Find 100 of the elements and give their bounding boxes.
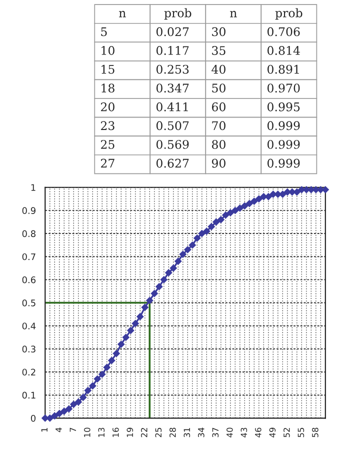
point [160, 276, 168, 284]
x-tick-label: 46 [255, 428, 262, 438]
point [74, 398, 82, 406]
point [122, 334, 130, 341]
y-tick-label: 0.3 [22, 346, 36, 352]
text: 0.814 [268, 46, 300, 55]
point [241, 202, 248, 210]
y-tick-label: 0.8 [22, 230, 36, 238]
point [80, 394, 87, 401]
point [208, 223, 215, 230]
point [184, 246, 192, 254]
point [156, 283, 163, 290]
x-tick-label: 40 [226, 428, 233, 438]
y-tick-label: 0.4 [22, 322, 36, 330]
point [70, 400, 78, 408]
point [188, 242, 196, 249]
point [165, 269, 172, 276]
point [246, 200, 253, 207]
x-tick-label: 13 [98, 428, 105, 437]
x-tick-label: 31 [184, 428, 190, 438]
point [118, 340, 125, 348]
text: 0.999 [268, 158, 300, 168]
point [179, 250, 186, 258]
x-tick-label: 22 [141, 428, 148, 438]
x-tick-label: 19 [126, 428, 134, 437]
point [150, 290, 158, 297]
text: 35 [212, 46, 226, 55]
point [170, 264, 177, 272]
category-label: n [230, 10, 237, 18]
y-tick-label: 0.6 [22, 276, 36, 284]
point [284, 188, 291, 196]
text: 0.995 [268, 102, 300, 112]
text: 23 [100, 121, 114, 130]
point [60, 408, 68, 415]
x-tick-label: 16 [112, 428, 119, 437]
text: 0.569 [156, 140, 189, 149]
text: 15 [102, 64, 114, 74]
x-tick-label: 34 [198, 428, 204, 438]
text: 0.027 [156, 27, 189, 36]
point [255, 195, 262, 202]
point [56, 410, 63, 417]
x-tick-label: 28 [170, 428, 176, 438]
point [94, 375, 101, 382]
text: 0.999 [268, 121, 300, 130]
point [136, 313, 144, 320]
text: 20 [100, 102, 114, 112]
text: 27 [100, 158, 114, 168]
point [212, 218, 220, 226]
text: 5 [101, 27, 107, 36]
text: 0.507 [156, 121, 189, 130]
text: 60 [212, 102, 226, 112]
point [98, 370, 106, 378]
text: 40 [212, 64, 226, 74]
text: 0.347 [156, 84, 189, 93]
text: 90 [212, 158, 226, 168]
point [146, 297, 154, 304]
x-tick-label: 37 [212, 428, 219, 438]
point [108, 357, 116, 364]
point [203, 228, 210, 235]
point [232, 207, 239, 214]
text: 18 [102, 84, 114, 93]
text: 0.117 [156, 46, 189, 55]
point [103, 364, 110, 371]
x-tick-label: 52 [284, 428, 290, 438]
point [222, 212, 230, 219]
x-tick-label: 25 [155, 428, 162, 438]
text: 0.411 [156, 102, 188, 112]
text: 80 [212, 140, 226, 149]
text: 0.999 [268, 140, 300, 149]
x-tick-label: 58 [312, 428, 318, 438]
text: 70 [212, 121, 226, 130]
y-tick-label: 0.7 [22, 253, 36, 260]
point [194, 234, 201, 242]
category-label: prob [275, 8, 302, 20]
category-label: prob [164, 8, 192, 20]
point [174, 258, 182, 265]
point [132, 320, 139, 327]
x-tick-label: 4 [56, 428, 62, 432]
y-tick-label: 0.9 [22, 207, 36, 214]
x-tick-label: 7 [70, 428, 76, 432]
text: 25 [100, 140, 114, 149]
text: 30 [212, 27, 226, 36]
point [51, 412, 58, 420]
y-tick-label: 0.2 [22, 368, 36, 376]
point [198, 230, 206, 237]
x-tick-label: 1 [41, 428, 48, 432]
point [250, 198, 258, 205]
x-tick-label: 10 [84, 428, 90, 437]
point [112, 350, 120, 357]
point [217, 216, 224, 224]
point [141, 304, 148, 311]
x-tick-label: 49 [269, 428, 276, 438]
text: 0.970 [268, 84, 300, 93]
text: 10 [102, 46, 114, 55]
y-tick-label: 0.1 [22, 392, 36, 399]
text: 0.706 [268, 27, 300, 36]
point [279, 190, 286, 198]
point [84, 387, 92, 394]
point [89, 382, 96, 390]
y-tick-label: 1 [31, 184, 36, 191]
